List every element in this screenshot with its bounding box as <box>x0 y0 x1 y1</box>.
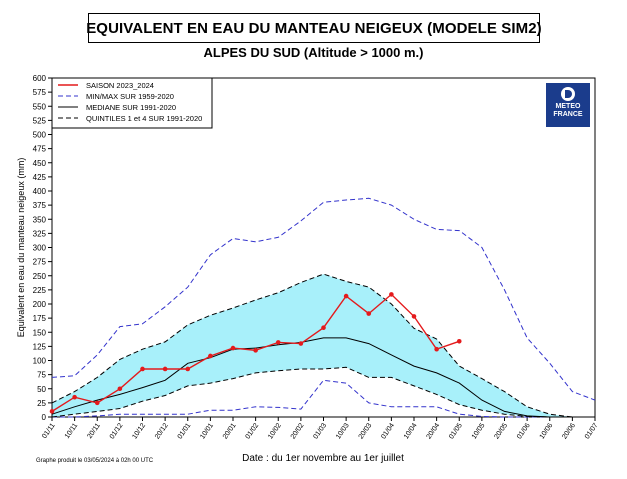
saison-point <box>434 346 439 352</box>
saison-point <box>275 340 281 345</box>
x-tick-label: 20/12 <box>154 422 170 440</box>
x-tick-label: 20/04 <box>425 422 441 440</box>
series-line-mediane <box>51 337 595 418</box>
x-tick-label: 10/02 <box>267 422 283 440</box>
y-tick-label: 100 <box>33 357 47 366</box>
saison-point <box>298 341 304 346</box>
meteo-france-logo: METEO FRANCE <box>546 83 590 127</box>
chart-title-box: EQUIVALENT EN EAU DU MANTEAU NEIGEUX (MO… <box>86 13 542 43</box>
x-tick-label: 10/05 <box>471 422 487 440</box>
x-tick-label: 01/12 <box>109 422 125 440</box>
y-tick-label: 225 <box>33 286 47 295</box>
x-tick-label: 20/06 <box>561 422 577 440</box>
y-tick-label: 325 <box>33 229 47 238</box>
legend-label: SAISON 2023_2024 <box>86 81 154 90</box>
saison-point <box>253 348 258 353</box>
saison-point <box>343 293 349 299</box>
y-tick-label: 500 <box>33 131 47 140</box>
y-tick-label: 425 <box>33 173 47 182</box>
y-tick-label: 550 <box>33 102 47 111</box>
y-tick-label: 0 <box>42 413 47 422</box>
y-tick-label: 200 <box>33 300 47 309</box>
x-tick-label: 10/12 <box>131 422 147 440</box>
saison-point <box>411 314 417 319</box>
y-tick-label: 75 <box>37 371 46 380</box>
y-tick-label: 525 <box>33 116 47 125</box>
quintile-band <box>52 274 595 417</box>
x-tick-label: 01/11 <box>41 422 57 440</box>
legend-label: MEDIANE SUR 1991-2020 <box>86 103 176 112</box>
saison-point <box>94 400 100 406</box>
x-tick-label: 10/04 <box>403 422 419 440</box>
y-tick-label: 150 <box>33 328 47 337</box>
series-line-minmax <box>52 379 595 418</box>
saison-point <box>140 366 145 372</box>
x-axis-label: Date : du 1er novembre au 1er juillet <box>242 453 404 464</box>
x-tick-label: 01/01 <box>177 422 193 440</box>
x-tick-label: 20/01 <box>222 422 238 440</box>
series-line-quintiles <box>51 273 595 418</box>
saison-point <box>456 338 462 344</box>
x-tick-label: 10/03 <box>335 422 351 440</box>
legend-label: QUINTILES 1 et 4 SUR 1991-2020 <box>86 114 202 123</box>
y-tick-label: 250 <box>33 272 47 281</box>
x-tick-label: 01/04 <box>380 422 396 440</box>
x-tick-label: 20/02 <box>290 422 306 440</box>
y-tick-label: 50 <box>37 385 46 394</box>
y-tick-label: 350 <box>33 215 47 224</box>
saison-point <box>162 366 168 372</box>
x-tick-label: 20/11 <box>86 422 102 440</box>
logo-line-2: FRANCE <box>553 111 583 118</box>
legend-label: MIN/MAX SUR 1959-2020 <box>86 92 174 101</box>
y-tick-label: 275 <box>33 258 47 267</box>
saison-point <box>185 366 191 372</box>
x-tick-label: 01/07 <box>584 422 600 440</box>
saison-point <box>117 386 123 392</box>
legend-box <box>51 77 213 129</box>
saison-point <box>230 345 236 351</box>
y-tick-label: 575 <box>33 88 47 97</box>
y-tick-label: 175 <box>33 314 47 323</box>
y-tick-label: 25 <box>37 399 46 408</box>
y-tick-label: 375 <box>33 201 47 210</box>
series-line-minmax <box>51 197 596 401</box>
x-tick-label: 20/05 <box>493 422 509 440</box>
saison-point <box>389 292 394 297</box>
y-axis-label: Equivalent en eau du manteau neigeux (mm… <box>16 158 26 338</box>
footer-note: Graphe produit le 03/05/2024 à 02h 00 UT… <box>36 458 154 464</box>
saison-point <box>49 409 55 414</box>
saison-point <box>208 353 213 359</box>
x-tick-label: 10/11 <box>64 422 80 440</box>
y-tick-label: 600 <box>33 74 47 83</box>
saison-point <box>72 394 77 400</box>
y-tick-label: 400 <box>33 187 47 196</box>
meteo-france-logo-icon <box>561 87 575 101</box>
x-tick-label: 10/01 <box>199 422 215 440</box>
saison-point <box>366 311 372 316</box>
logo-line-1: METEO <box>555 103 581 110</box>
chart-title: EQUIVALENT EN EAU DU MANTEAU NEIGEUX (MO… <box>86 19 542 37</box>
chart-subtitle: ALPES DU SUD (Altitude > 1000 m.) <box>203 45 424 60</box>
x-tick-label: 01/02 <box>244 422 260 440</box>
y-tick-label: 125 <box>33 342 47 351</box>
x-tick-label: 01/03 <box>312 422 328 440</box>
x-tick-label: 10/06 <box>539 422 555 440</box>
y-tick-label: 300 <box>33 244 47 253</box>
series-line-quintiles <box>51 366 595 418</box>
x-tick-label: 01/05 <box>448 422 464 440</box>
x-tick-label: 20/03 <box>358 422 374 440</box>
y-tick-label: 450 <box>33 159 47 168</box>
x-tick-label: 01/06 <box>516 422 532 440</box>
y-tick-label: 475 <box>33 145 47 154</box>
saison-point <box>321 325 326 331</box>
